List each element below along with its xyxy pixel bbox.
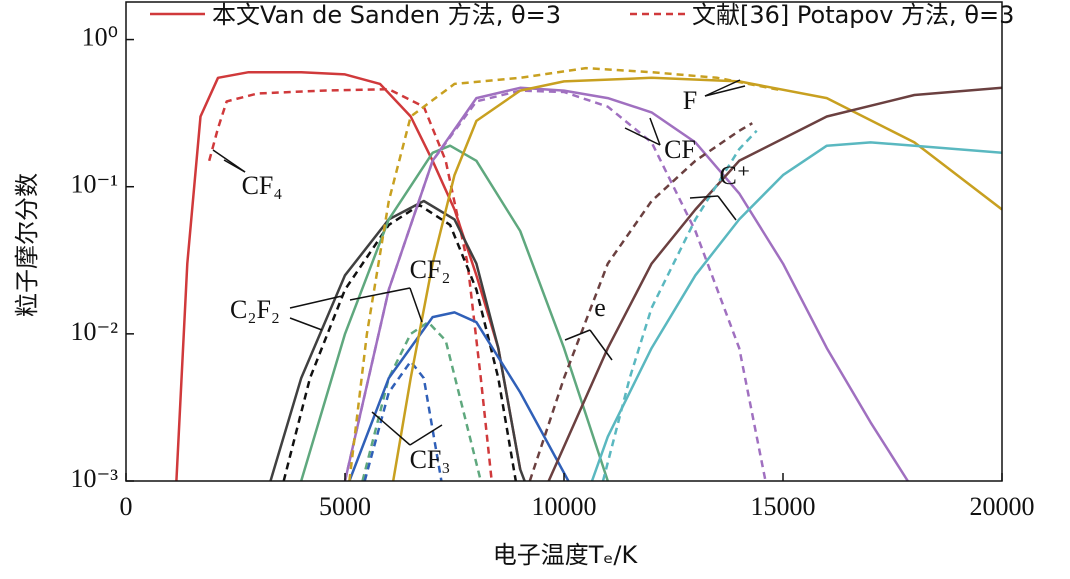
- leader-line: [371, 411, 411, 446]
- annotation: e: [594, 293, 606, 322]
- annotation: C₂F₂: [230, 295, 280, 324]
- leader-line: [564, 329, 591, 341]
- series-line: [348, 66, 784, 481]
- y-tick-label: 10⁻¹: [70, 170, 118, 199]
- series-line: [590, 141, 1002, 481]
- x-tick-label: 0: [120, 492, 133, 521]
- series-line: [282, 203, 518, 481]
- series-line: [269, 199, 526, 481]
- y-tick-label: 10⁻³: [70, 464, 118, 493]
- annotation: F: [683, 86, 697, 115]
- leader-line: [289, 295, 343, 309]
- legend-label: 文献[36] Potapov 方法, θ=3: [692, 1, 1014, 29]
- leader-line: [589, 329, 613, 361]
- x-tick-label: 15000: [751, 492, 816, 521]
- series-line: [391, 76, 1002, 481]
- series-line: [207, 87, 493, 481]
- leader-line: [717, 195, 737, 221]
- leader-line: [704, 79, 741, 97]
- series-line: [547, 86, 1002, 481]
- leader-line: [349, 287, 411, 301]
- series-line: [348, 311, 570, 481]
- leader-line: [689, 195, 719, 199]
- series-line: [363, 360, 443, 481]
- series-line: [601, 129, 758, 481]
- leader-line: [409, 424, 443, 446]
- leader-line: [624, 127, 661, 146]
- leader-line: [409, 287, 423, 323]
- leader-line: [649, 117, 661, 146]
- annotation: CF₄: [242, 171, 283, 200]
- plot-frame: [125, 1, 1003, 482]
- series-line: [175, 70, 522, 481]
- annotation: CF₂: [410, 255, 451, 284]
- leader-line: [223, 159, 246, 173]
- leader-line: [704, 85, 746, 97]
- annotation: CF₃: [410, 445, 451, 474]
- x-tick-label: 10000: [532, 492, 597, 521]
- series-line: [343, 89, 767, 481]
- annotation: CF: [664, 135, 696, 164]
- series-line: [343, 86, 909, 481]
- plot-area: [175, 66, 1002, 481]
- y-tick-label: 10⁻²: [70, 317, 118, 346]
- x-tick-label: 5000: [319, 492, 371, 521]
- leader-line: [289, 317, 323, 331]
- x-axis-label: 电子温度Tₑ/K: [493, 541, 639, 569]
- y-axis-label: 粒子摩尔分数: [13, 173, 41, 317]
- series-line: [300, 144, 609, 481]
- series-line: [528, 122, 753, 481]
- y-tick-label: 10⁰: [82, 23, 118, 52]
- annotation: C⁺: [719, 161, 750, 190]
- x-tick-label: 20000: [970, 492, 1035, 521]
- legend-label: 本文Van de Sanden 方法, θ=3: [212, 1, 561, 29]
